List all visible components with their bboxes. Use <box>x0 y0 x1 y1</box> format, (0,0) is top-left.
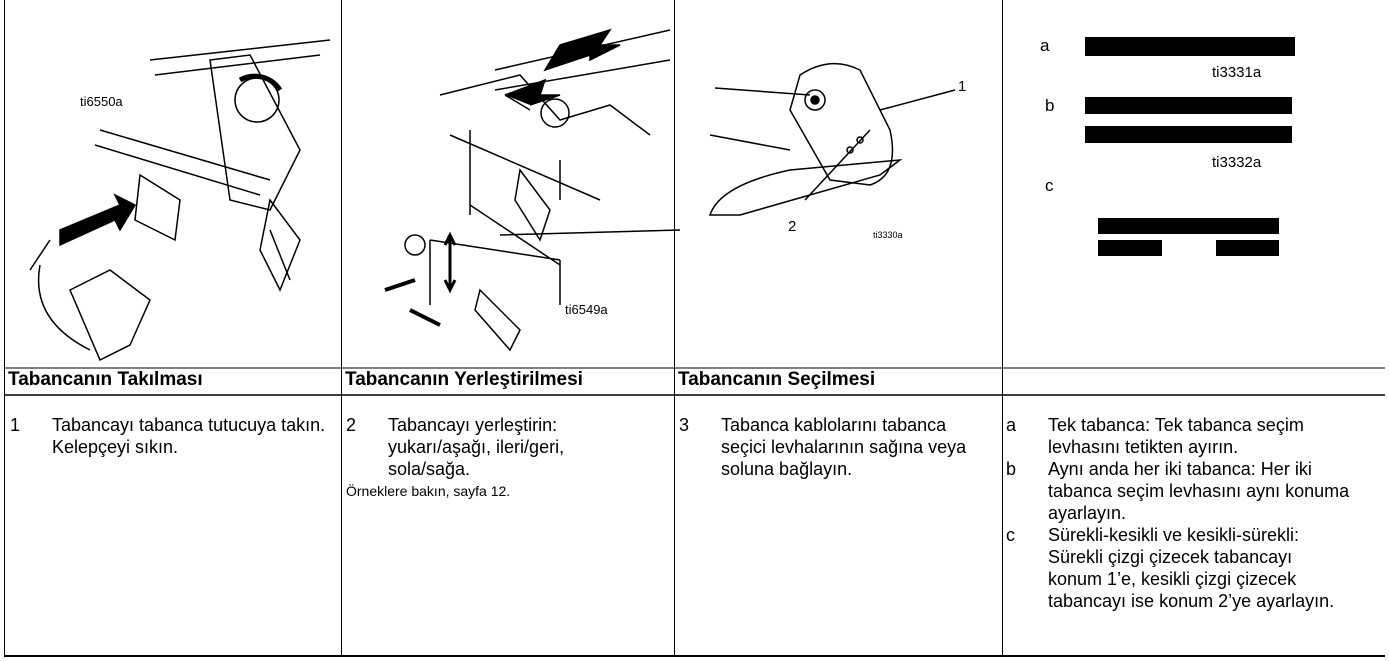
line-pattern-bars <box>1085 37 1295 256</box>
step-text: Tek tabanca: Tek tabanca seçim levhasını… <box>1048 415 1304 457</box>
figure-ref: ti6549a <box>565 302 608 317</box>
step-number: a <box>1006 415 1017 435</box>
step-number: c <box>1006 525 1015 545</box>
figure-ref: ti3332a <box>1212 154 1262 171</box>
step-number: 1 <box>10 415 21 435</box>
figure-ref: ti3330a <box>873 230 903 240</box>
step-text: Tabancayı yerleştirin: yukarı/aşağı, ile… <box>388 415 565 479</box>
callout: 2 <box>788 218 797 235</box>
figure-label: a <box>1040 36 1050 55</box>
step-text: Sürekli-kesikli ve kesikli-sürekli: Süre… <box>1048 525 1335 611</box>
figure-label: b <box>1045 96 1055 115</box>
column-border <box>4 0 5 657</box>
figure-ref: ti6550a <box>80 94 123 109</box>
callout: 1 <box>958 78 967 95</box>
column-header: Tabancanın Takılması <box>8 369 203 390</box>
column-header: Tabancanın Seçilmesi <box>678 369 876 390</box>
step-number: b <box>1006 459 1017 479</box>
step-number: 3 <box>679 415 690 435</box>
figure-ref: ti3331a <box>1212 64 1262 81</box>
step-number: 2 <box>346 415 357 435</box>
column-border <box>674 0 675 657</box>
step-text: Tabanca kablolarını tabanca seçici levha… <box>721 415 967 479</box>
column-header: Tabancanın Yerleştirilmesi <box>345 369 583 390</box>
step-text: Aynı anda her iki tabanca: Her iki taban… <box>1048 459 1350 523</box>
column-border <box>341 0 342 657</box>
selector-sketch <box>708 62 956 216</box>
positioning-sketch <box>384 28 681 352</box>
note: Örneklere bakın, sayfa 12. <box>346 483 511 499</box>
step-text: Tabancayı tabanca tutucuya takın. Kelepç… <box>52 415 326 457</box>
gun-holder-sketch <box>29 39 331 362</box>
column-border <box>1002 0 1003 657</box>
figure-label: c <box>1045 176 1054 195</box>
